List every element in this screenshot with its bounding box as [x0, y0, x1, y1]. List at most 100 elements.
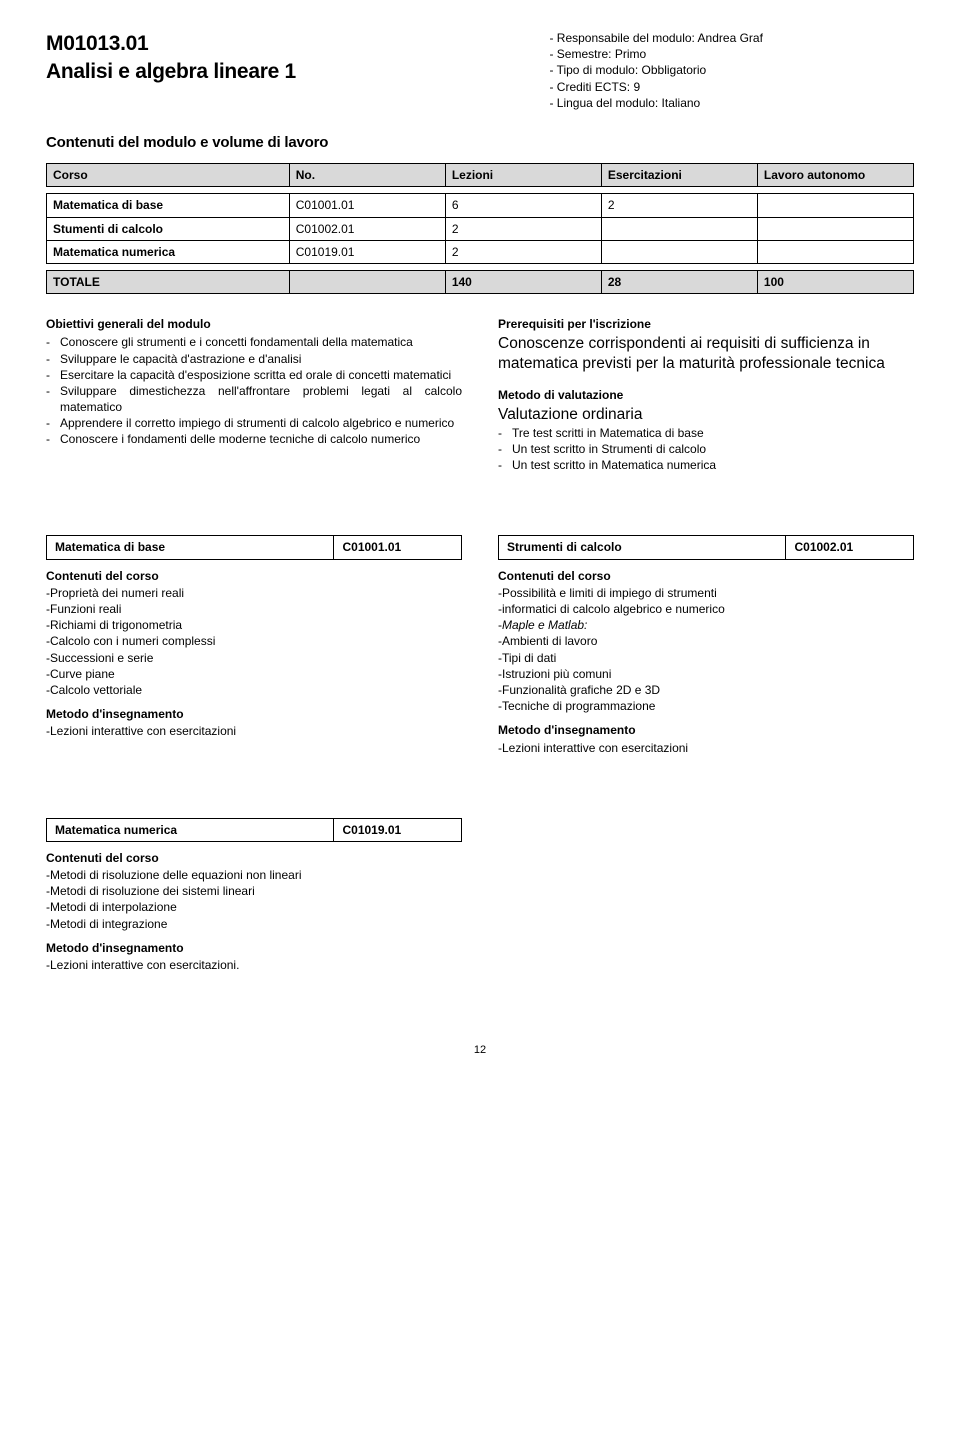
- table-row: Matematica di baseC01001.0162: [47, 194, 914, 217]
- course-1-content-title: Contenuti del corso: [46, 568, 462, 584]
- courses-table-body: Matematica di baseC01001.0162Stumenti di…: [46, 193, 914, 264]
- course-2: Strumenti di calcolo C01002.01 Contenuti…: [498, 535, 914, 755]
- objective-item: -Apprendere il corretto impiego di strum…: [46, 415, 462, 431]
- course-1-code: C01001.01: [334, 536, 462, 559]
- objective-item: -Sviluppare le capacità d'astrazione e d…: [46, 351, 462, 367]
- row-lav: [757, 240, 913, 263]
- course-content-item: Metodi di integrazione: [46, 916, 462, 932]
- course-content-item: Proprietà dei numeri reali: [46, 585, 462, 601]
- course-2-method-title: Metodo d'insegnamento: [498, 722, 914, 738]
- row-lez: 2: [445, 217, 601, 240]
- prereq-text: Conoscenze corrispondenti ai requisiti d…: [498, 334, 914, 374]
- row-no: C01001.01: [289, 194, 445, 217]
- th-no: No.: [289, 164, 445, 187]
- table-row: Matematica numericaC01019.012: [47, 240, 914, 263]
- row-name: Stumenti di calcolo: [47, 217, 290, 240]
- course-content-item: Metodi di risoluzione delle equazioni no…: [46, 867, 462, 883]
- evaluation-item: -Un test scritto in Strumenti di calcolo: [498, 441, 914, 457]
- course-content-item: Tecniche di programmazione: [498, 698, 914, 714]
- row-ese: 2: [601, 194, 757, 217]
- course-content-item: Calcolo vettoriale: [46, 682, 462, 698]
- objective-item: -Sviluppare dimestichezza nell'affrontar…: [46, 383, 462, 415]
- total-empty: [289, 270, 445, 293]
- course-content-item: Metodi di risoluzione dei sistemi linear…: [46, 883, 462, 899]
- course-content-item: Funzionalità grafiche 2D e 3D: [498, 682, 914, 698]
- th-ese: Esercitazioni: [601, 164, 757, 187]
- total-ese: 28: [601, 270, 757, 293]
- course-1-name: Matematica di base: [47, 536, 334, 559]
- meta-item: Responsabile del modulo: Andrea Graf: [549, 30, 914, 46]
- module-title-block: M01013.01 Analisi e algebra lineare 1: [46, 30, 549, 87]
- meta-item: Lingua del modulo: Italiano: [549, 95, 914, 111]
- module-meta: Responsabile del modulo: Andrea GrafSeme…: [549, 30, 914, 111]
- th-lez: Lezioni: [445, 164, 601, 187]
- course-content-item: Maple e Matlab:: [498, 617, 914, 633]
- th-corso: Corso: [47, 164, 290, 187]
- th-lav: Lavoro autonomo: [757, 164, 913, 187]
- course-3-method-title: Metodo d'insegnamento: [46, 940, 462, 956]
- meta-item: Tipo di modulo: Obbligatorio: [549, 62, 914, 78]
- empty-col: [498, 818, 914, 974]
- course-content-item: Funzioni reali: [46, 601, 462, 617]
- course-content-item: Calcolo con i numeri complessi: [46, 633, 462, 649]
- course-content-item: Ambienti di lavoro: [498, 633, 914, 649]
- course-3-content-title: Contenuti del corso: [46, 850, 462, 866]
- course-content-item: Richiami di trigonometria: [46, 617, 462, 633]
- row-lez: 6: [445, 194, 601, 217]
- course-3-box: Matematica numerica C01019.01: [46, 818, 462, 842]
- total-label: TOTALE: [47, 270, 290, 293]
- course-method-item: Lezioni interattive con esercitazioni: [498, 740, 914, 756]
- module-code: M01013.01: [46, 30, 549, 58]
- evaluation-title: Metodo di valutazione: [498, 387, 914, 403]
- course-content-item: Successioni e serie: [46, 650, 462, 666]
- course-2-code: C01002.01: [786, 536, 914, 559]
- course-3: Matematica numerica C01019.01 Contenuti …: [46, 818, 462, 974]
- course-content-item: Tipi di dati: [498, 650, 914, 666]
- objective-item: -Conoscere i fondamenti delle moderne te…: [46, 431, 462, 447]
- evaluation-item: -Un test scritto in Matematica numerica: [498, 457, 914, 473]
- course-3-name: Matematica numerica: [47, 818, 334, 841]
- prereq-eval-block: Prerequisiti per l'iscrizione Conoscenze…: [498, 316, 914, 473]
- objective-item: -Conoscere gli strumenti e i concetti fo…: [46, 334, 462, 350]
- course-method-item: Lezioni interattive con esercitazioni: [46, 723, 462, 739]
- course-content-item: Metodi di interpolazione: [46, 899, 462, 915]
- evaluation-subtitle: Valutazione ordinaria: [498, 405, 914, 425]
- row-ese: [601, 217, 757, 240]
- evaluation-item: -Tre test scritti in Matematica di base: [498, 425, 914, 441]
- meta-item: Crediti ECTS: 9: [549, 79, 914, 95]
- course-2-box: Strumenti di calcolo C01002.01: [498, 535, 914, 559]
- course-2-name: Strumenti di calcolo: [499, 536, 786, 559]
- module-header: M01013.01 Analisi e algebra lineare 1 Re…: [46, 30, 914, 111]
- row-no: C01019.01: [289, 240, 445, 263]
- course-3-code: C01019.01: [334, 818, 462, 841]
- row-lav: [757, 194, 913, 217]
- page-number: 12: [46, 1043, 914, 1058]
- row-ese: [601, 240, 757, 263]
- course-method-item: Lezioni interattive con esercitazioni.: [46, 957, 462, 973]
- total-lav: 100: [757, 270, 913, 293]
- prereq-title: Prerequisiti per l'iscrizione: [498, 316, 914, 332]
- courses-table-total: TOTALE 140 28 100: [46, 270, 914, 294]
- module-name: Analisi e algebra lineare 1: [46, 58, 549, 86]
- objectives-block: Obiettivi generali del modulo -Conoscere…: [46, 316, 462, 473]
- course-content-item: Istruzioni più comuni: [498, 666, 914, 682]
- course-2-content-title: Contenuti del corso: [498, 568, 914, 584]
- row-lav: [757, 217, 913, 240]
- row-name: Matematica numerica: [47, 240, 290, 263]
- course-1: Matematica di base C01001.01 Contenuti d…: [46, 535, 462, 755]
- row-lez: 2: [445, 240, 601, 263]
- course-content-item: informatici di calcolo algebrico e numer…: [498, 601, 914, 617]
- course-content-item: Curve piane: [46, 666, 462, 682]
- total-lez: 140: [445, 270, 601, 293]
- row-no: C01002.01: [289, 217, 445, 240]
- courses-table-header: Corso No. Lezioni Esercitazioni Lavoro a…: [46, 163, 914, 187]
- table-row: Stumenti di calcoloC01002.012: [47, 217, 914, 240]
- row-name: Matematica di base: [47, 194, 290, 217]
- meta-item: Semestre: Primo: [549, 46, 914, 62]
- course-content-item: Possibilità e limiti di impiego di strum…: [498, 585, 914, 601]
- objective-item: -Esercitare la capacità d'esposizione sc…: [46, 367, 462, 383]
- course-1-box: Matematica di base C01001.01: [46, 535, 462, 559]
- section-title: Contenuti del modulo e volume di lavoro: [46, 133, 914, 153]
- objectives-title: Obiettivi generali del modulo: [46, 316, 462, 332]
- course-1-method-title: Metodo d'insegnamento: [46, 706, 462, 722]
